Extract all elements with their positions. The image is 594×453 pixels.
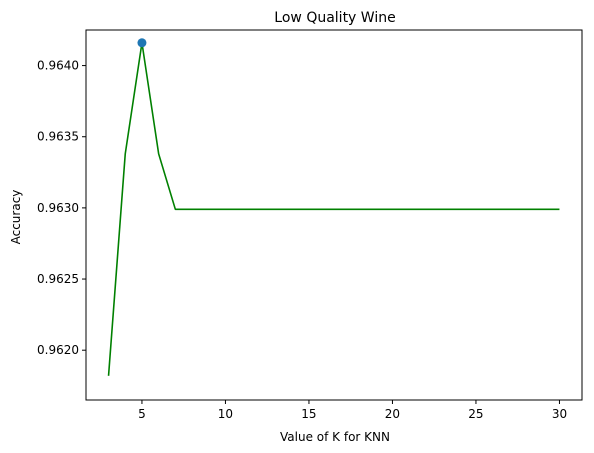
chart-title: Low Quality Wine xyxy=(274,10,395,26)
y-tick-label: 0.9620 xyxy=(37,343,79,357)
x-axis-label: Value of K for KNN xyxy=(280,430,390,444)
axes-frame xyxy=(85,29,583,401)
x-tick-label: 25 xyxy=(468,407,483,421)
axis-ticks: 5 10 15 20 25 30 0.9620 0.9625 0.9630 0.9635 0.964… xyxy=(37,59,567,421)
y-tick-label: 0.9635 xyxy=(37,130,79,144)
best-k-marker xyxy=(137,38,147,48)
x-tick-label: 30 xyxy=(552,407,567,421)
x-tick-label: 5 xyxy=(138,407,146,421)
y-axis-label: Accuracy xyxy=(9,190,23,245)
accuracy-series-line xyxy=(107,42,560,376)
y-tick-label: 0.9640 xyxy=(37,59,79,73)
y-tick-label: 0.9625 xyxy=(37,272,79,286)
x-tick-label: 10 xyxy=(218,407,233,421)
x-tick-label: 15 xyxy=(301,407,316,421)
plot-area xyxy=(107,38,560,376)
x-tick-label: 20 xyxy=(385,407,400,421)
y-tick-label: 0.9630 xyxy=(37,201,79,215)
